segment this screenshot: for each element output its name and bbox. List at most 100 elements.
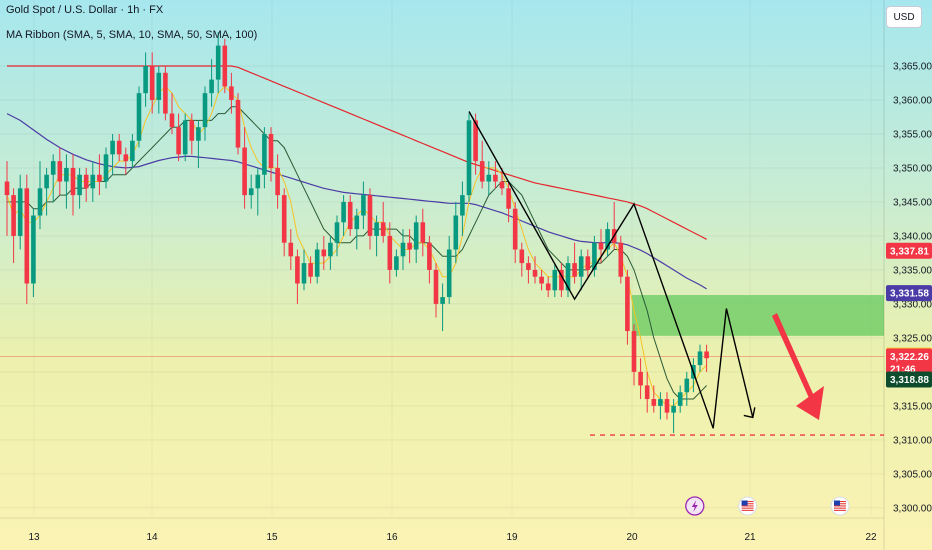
candle-down[interactable] [512, 201, 518, 264]
candle-up[interactable] [671, 399, 676, 434]
candle-up[interactable] [17, 174, 23, 250]
candle-up[interactable] [453, 201, 459, 264]
candle-down[interactable] [704, 344, 709, 372]
candle-up[interactable] [110, 133, 115, 175]
candle-up[interactable] [400, 229, 406, 270]
candle-down[interactable] [308, 256, 313, 284]
candle-up[interactable] [215, 32, 221, 94]
candle-down[interactable] [519, 242, 525, 277]
candle-down[interactable] [664, 392, 670, 420]
candle-down[interactable] [288, 229, 294, 270]
candle-up[interactable] [143, 52, 148, 107]
candle-down[interactable] [506, 181, 511, 223]
candle-up[interactable] [64, 154, 69, 209]
candle-down[interactable] [367, 188, 373, 250]
candle-up[interactable] [262, 127, 267, 189]
candle-up[interactable] [578, 249, 584, 291]
candle-up[interactable] [413, 215, 419, 264]
interval[interactable]: 1h [127, 4, 140, 16]
candle-down[interactable] [427, 235, 432, 284]
candle-up[interactable] [341, 195, 346, 236]
currency-button[interactable]: USD [886, 6, 922, 28]
candle-down[interactable] [11, 188, 16, 264]
candle-down[interactable] [493, 161, 498, 189]
candle-up[interactable] [314, 242, 320, 284]
candle-up[interactable] [361, 181, 366, 230]
candle-down[interactable] [347, 195, 353, 236]
candle-down[interactable] [572, 242, 577, 284]
candle-down[interactable] [4, 161, 10, 236]
candle-up[interactable] [552, 263, 558, 298]
candle-down[interactable] [163, 65, 168, 121]
candle-down[interactable] [149, 52, 155, 114]
candle-up[interactable] [486, 161, 492, 196]
candle-up[interactable] [44, 167, 49, 216]
candle-down[interactable] [479, 140, 485, 189]
candle-up[interactable] [684, 371, 690, 406]
candle-up[interactable] [196, 120, 201, 168]
candle-up[interactable] [328, 235, 333, 270]
candle-down[interactable] [321, 235, 327, 270]
indicator-legend[interactable]: MA Ribbon (SMA, 5, SMA, 10, SMA, 50, SMA… [6, 29, 258, 41]
candle-down[interactable] [83, 167, 89, 202]
candle-down[interactable] [499, 167, 505, 196]
candle-up[interactable] [440, 283, 445, 332]
candle-down[interactable] [123, 147, 129, 175]
candle-up[interactable] [255, 167, 261, 216]
candle-down[interactable] [559, 263, 564, 298]
candle-down[interactable] [625, 269, 630, 345]
candle-down[interactable] [631, 324, 637, 386]
candle-up[interactable] [697, 344, 703, 372]
candle-down[interactable] [585, 249, 591, 277]
events[interactable] [685, 496, 850, 516]
candle-up[interactable] [182, 113, 188, 162]
candle-down[interactable] [70, 154, 76, 216]
candle-up[interactable] [394, 249, 399, 277]
candle-down[interactable] [545, 276, 551, 298]
candle-down[interactable] [176, 113, 181, 162]
candle-up[interactable] [130, 133, 135, 168]
candle-down[interactable] [116, 133, 122, 162]
us-flag-icon[interactable] [830, 496, 850, 516]
candle-up[interactable] [354, 208, 360, 250]
candle-up[interactable] [565, 256, 571, 298]
candle-up[interactable] [248, 174, 254, 209]
candle-down[interactable] [57, 147, 63, 196]
candle-down[interactable] [526, 256, 531, 284]
candle-down[interactable] [611, 201, 617, 250]
candle-up[interactable] [658, 392, 663, 420]
candle-up[interactable] [209, 59, 214, 107]
candle-up[interactable] [460, 181, 465, 236]
candle-up[interactable] [677, 385, 683, 413]
candle-down[interactable] [539, 269, 544, 291]
candle-up[interactable] [50, 154, 56, 202]
candle-down[interactable] [387, 222, 393, 284]
candle-up[interactable] [77, 167, 82, 209]
candle-up[interactable] [103, 147, 109, 189]
candle-up[interactable] [90, 161, 96, 202]
candle-up[interactable] [301, 249, 307, 291]
candle-up[interactable] [37, 161, 43, 230]
candle-up[interactable] [202, 86, 208, 141]
candle-down[interactable] [169, 93, 175, 134]
candle-down[interactable] [97, 154, 102, 196]
candle-up[interactable] [592, 235, 597, 277]
candle-up[interactable] [466, 113, 472, 202]
candle-down[interactable] [281, 188, 287, 257]
candle-up[interactable] [136, 86, 142, 148]
candle-down[interactable] [189, 113, 195, 155]
candle-down[interactable] [380, 201, 386, 243]
us-flag-icon[interactable] [738, 496, 758, 516]
candle-down[interactable] [532, 256, 538, 284]
candle-up[interactable] [334, 215, 340, 257]
candle-down[interactable] [433, 263, 439, 318]
candle-down[interactable] [222, 38, 228, 94]
candle-down[interactable] [651, 385, 657, 413]
candle-down[interactable] [420, 208, 426, 257]
candle-up[interactable] [31, 208, 36, 298]
candle-down[interactable] [24, 174, 30, 304]
candle-down[interactable] [229, 72, 234, 114]
candle-down[interactable] [235, 93, 241, 155]
